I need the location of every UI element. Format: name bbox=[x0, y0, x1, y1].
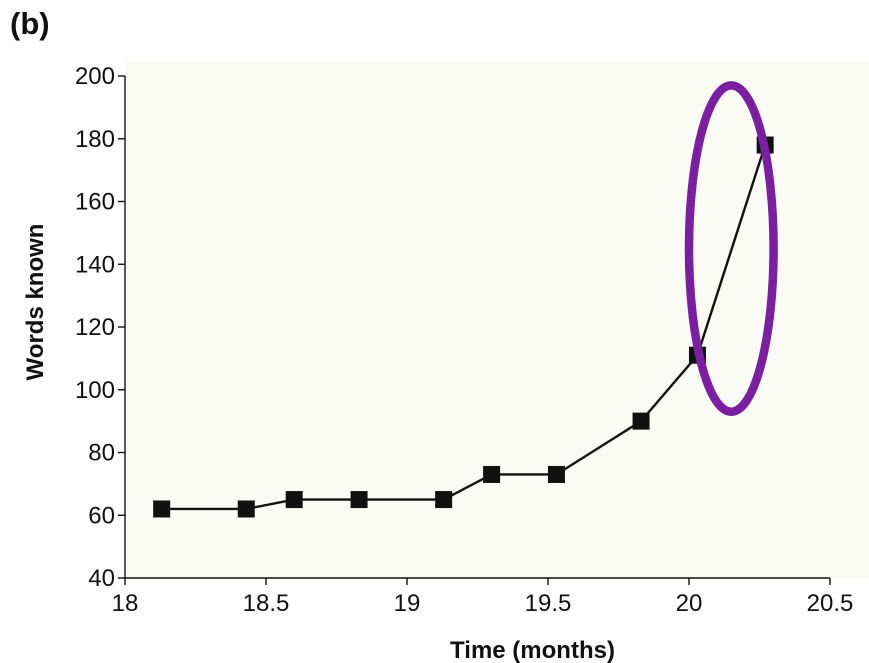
y-axis-title: Words known bbox=[22, 224, 49, 381]
data-point bbox=[350, 491, 368, 509]
y-tick-label: 180 bbox=[75, 126, 115, 153]
y-tick-label: 40 bbox=[88, 565, 115, 592]
x-axis-title: Time (months) bbox=[450, 637, 615, 663]
y-axis: 40 60 80 100 120 140 160 180 200 bbox=[75, 63, 126, 592]
y-tick-label: 160 bbox=[75, 189, 115, 216]
y-tick-label: 200 bbox=[75, 63, 115, 90]
highlight-ellipse bbox=[684, 81, 778, 416]
y-tick-label: 80 bbox=[88, 440, 115, 467]
y-tick-label: 140 bbox=[75, 251, 115, 278]
data-point bbox=[547, 465, 565, 483]
x-tick-label: 19.5 bbox=[525, 590, 572, 617]
x-tick-label: 18.5 bbox=[243, 590, 290, 617]
data-point bbox=[237, 500, 255, 518]
data-point bbox=[435, 491, 453, 509]
x-tick-label: 20 bbox=[676, 590, 703, 617]
series-line bbox=[161, 144, 767, 511]
x-tick-label: 20.5 bbox=[807, 590, 854, 617]
y-tick-label: 100 bbox=[75, 377, 115, 404]
data-point bbox=[285, 491, 303, 509]
x-tick-label: 18 bbox=[112, 590, 139, 617]
x-axis: 18 18.5 19 19.5 20 20.5 bbox=[112, 577, 854, 617]
data-point bbox=[153, 500, 171, 518]
x-tick-label: 19 bbox=[394, 590, 421, 617]
y-tick-label: 120 bbox=[75, 314, 115, 341]
data-point bbox=[632, 412, 650, 430]
annotation-layer bbox=[684, 81, 778, 416]
y-tick-label: 60 bbox=[88, 502, 115, 529]
plot-area bbox=[125, 62, 869, 578]
data-point bbox=[483, 465, 501, 483]
panel-label: (b) bbox=[10, 6, 50, 41]
